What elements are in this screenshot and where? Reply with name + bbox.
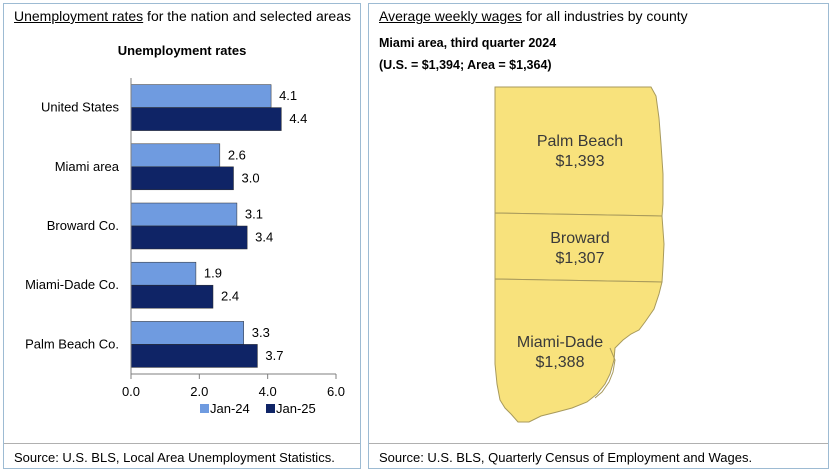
wages-panel: Average weekly wages for all industries … [368,3,829,469]
wages-panel-title: Average weekly wages for all industries … [379,8,688,24]
wages-source: Source: U.S. BLS, Quarterly Census of Em… [379,450,753,465]
data-label-miami-area-jan-25: 3.0 [242,170,260,185]
broward-county[interactable] [494,212,665,283]
data-label-broward-co-jan-25: 3.4 [255,230,273,245]
x-tick-label: 6.0 [327,384,345,399]
miami-dade-county[interactable] [494,278,663,423]
bar-broward-co-jan-25 [130,225,248,250]
data-label-united-states-jan-24: 4.1 [279,88,297,103]
chart-title: Unemployment rates [117,43,247,58]
category-label-palm-beach-co: Palm Beach Co. [25,336,119,351]
unemployment-bar-chart: United States 4.1 4.4 Miami area 2.6 3.0 Browa… [25,78,345,414]
data-label-broward-co-jan-24: 3.1 [245,207,263,222]
unemployment-source: Source: U.S. BLS, Local Area Unemploymen… [14,450,335,465]
data-label-miami-area-jan-24: 2.6 [228,147,246,162]
source-divider [369,443,828,444]
data-label-united-states-jan-25: 4.4 [289,111,307,126]
bar-united-states-jan-24 [130,84,272,108]
data-label-miami-dade-co-jan-25: 2.4 [221,289,239,304]
legend-label-jan-25: Jan-25 [276,401,316,414]
map-subtitle: Miami area, third quarter 2024 [379,36,557,50]
palm-beach-county[interactable] [494,86,664,217]
county-map: Palm Beach $1,393 Broward $1,307 Miami-D… [494,86,665,423]
legend-label-jan-24: Jan-24 [210,401,250,414]
x-tick-label: 2.0 [190,384,208,399]
category-label-miami-dade-co: Miami-Dade Co. [25,277,119,292]
bar-palm-beach-co-jan-24 [130,321,244,345]
county-label-palm-beach: Palm Beach [537,133,623,150]
unemployment-panel-title: Unemployment rates for the nation and se… [14,8,351,24]
map-benchmark: (U.S. = $1,394; Area = $1,364) [379,58,552,72]
unemployment-title-rest: for the nation and selected areas [143,8,351,24]
legend-swatch-jan-25 [266,404,275,413]
x-tick-label: 4.0 [259,384,277,399]
county-label-miami-dade: Miami-Dade [517,334,603,351]
bar-miami-dade-co-jan-25 [130,284,214,309]
county-wage-broward: $1,307 [556,250,605,267]
data-label-palm-beach-co-jan-24: 3.3 [252,325,270,340]
county-label-broward: Broward [550,230,610,247]
bar-palm-beach-co-jan-25 [130,344,258,368]
bar-united-states-jan-25 [130,107,282,131]
county-wage-palm-beach: $1,393 [556,153,605,170]
bar-broward-co-jan-24 [130,202,238,227]
county-wage-miami-dade: $1,388 [536,354,585,371]
data-label-palm-beach-co-jan-25: 3.7 [265,348,283,363]
data-label-miami-dade-co-jan-24: 1.9 [204,266,222,281]
category-label-miami-area: Miami area [55,159,120,174]
unemployment-panel: Unemployment rates for the nation and se… [3,3,361,469]
category-label-united-states: United States [41,100,120,115]
bar-miami-area-jan-24 [130,143,221,168]
unemployment-rates-link[interactable]: Unemployment rates [14,8,144,24]
category-label-broward-co: Broward Co. [47,218,119,233]
bar-miami-dade-co-jan-24 [130,261,197,286]
bar-miami-area-jan-25 [130,166,234,191]
wages-title-rest: for all industries by county [521,8,688,24]
x-tick-label: 0.0 [122,384,140,399]
legend-swatch-jan-24 [200,404,209,413]
keys-outline [594,347,616,399]
source-divider [4,443,360,444]
average-weekly-wages-link[interactable]: Average weekly wages [379,8,522,24]
